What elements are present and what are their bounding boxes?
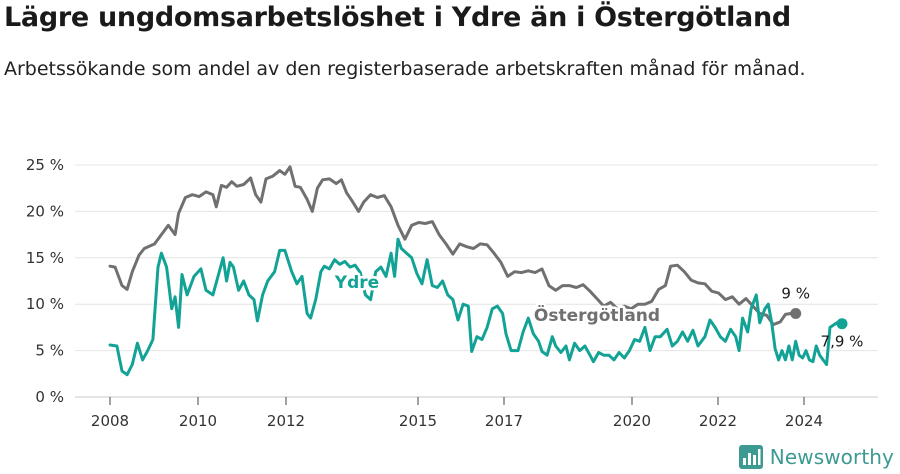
- series-label-halo-ydre: Ydre: [334, 273, 379, 293]
- x-tick-label: 2015: [399, 412, 437, 430]
- x-tick-label: 2012: [267, 412, 305, 430]
- y-tick-label: 20 %: [26, 202, 64, 220]
- end-label-ydre: 7,9 %: [821, 333, 864, 351]
- x-tick-label: 2024: [785, 412, 823, 430]
- newsworthy-logo-icon: [738, 445, 763, 469]
- y-tick-label: 5 %: [35, 342, 64, 360]
- y-tick-label: 0 %: [35, 388, 64, 406]
- grid-lines: [75, 164, 878, 398]
- x-tick-label: 2020: [613, 412, 651, 430]
- page-subtitle: Arbetssökande som andel av den registerb…: [4, 58, 806, 80]
- axes: 0 % 5 % 10 % 15 % 20 % 25 % 2008 2010 2012 2015 20…: [26, 156, 823, 430]
- brand-name: Newsworthy: [769, 445, 894, 469]
- series-line-ostergotland: [108, 165, 798, 327]
- series-lines: [108, 165, 844, 377]
- series-label-halo-ostergotland: Östergötland: [534, 304, 660, 326]
- y-tick-label: 25 %: [26, 156, 64, 174]
- series-label-ydre: Ydre: [334, 273, 379, 293]
- x-tick-label: 2008: [91, 412, 129, 430]
- page-title: Lägre ungdomsarbetslöshet i Ydre än i Ös…: [4, 2, 791, 33]
- x-tick-label: 2022: [699, 412, 737, 430]
- end-marker-ydre: [836, 318, 848, 330]
- y-tick-label: 15 %: [26, 249, 64, 267]
- end-label-ostergotland: 9 %: [781, 284, 810, 302]
- series-line-ydre: [108, 237, 844, 377]
- x-tick-label: 2017: [485, 412, 523, 430]
- end-marker-ostergotland: [790, 307, 802, 319]
- y-tick-label: 10 %: [26, 295, 64, 313]
- newsworthy-brand: Newsworthy: [738, 444, 894, 470]
- series-label-ostergotland: Östergötland: [534, 304, 660, 326]
- x-tick-label: 2010: [179, 412, 217, 430]
